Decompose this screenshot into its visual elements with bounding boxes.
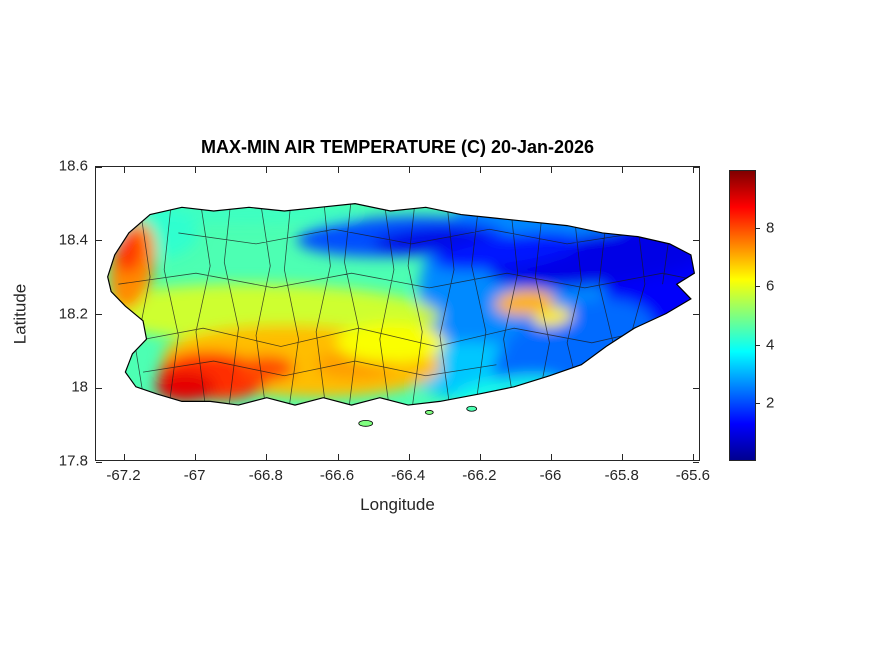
tick-mark — [96, 314, 102, 315]
tick-mark — [96, 461, 102, 463]
islet — [424, 410, 434, 415]
y-tick-label: 18.6 — [58, 157, 88, 175]
tick-mark — [408, 167, 410, 173]
x-tick-label: -66 — [539, 467, 562, 484]
tick-mark — [266, 454, 268, 460]
tick-mark — [693, 387, 699, 389]
puerto-rico-heatmap — [96, 167, 699, 460]
x-axis-tick-labels: -67.2 -67 -66.8 -66.6 -66.4 -66.2 -66 -65.8 -65.… — [95, 467, 710, 487]
tick-mark — [693, 454, 695, 460]
colorbar-tick-mark — [756, 344, 760, 346]
x-tick-label: -66.4 — [391, 467, 426, 484]
tick-mark — [123, 167, 125, 173]
tick-mark — [693, 461, 699, 463]
tick-mark — [622, 167, 624, 173]
tick-mark — [479, 454, 481, 460]
colorbar-tick-mark — [756, 286, 760, 288]
tick-mark — [195, 167, 197, 173]
colorbar-tick-label: 6 — [766, 277, 775, 295]
colorbar-tick-label: 2 — [766, 394, 775, 412]
y-axis-tick-labels: 17.8 18 18.2 18.4 18.6 — [0, 158, 88, 470]
colorbar-tick-mark — [756, 402, 760, 404]
x-tick-label: -66.8 — [248, 467, 283, 484]
tick-mark — [551, 454, 553, 460]
colorbar-tick-label: 4 — [766, 336, 775, 354]
x-axis-label: Longitude — [360, 495, 435, 514]
x-tick-label: -67 — [183, 467, 206, 484]
plot-title: MAX-MIN AIR TEMPERATURE (C) 20-Jan-2026 — [200, 137, 595, 157]
islet — [358, 419, 374, 427]
colorbar-tick-mark — [756, 228, 760, 230]
tick-mark — [96, 166, 102, 168]
tick-mark — [693, 314, 699, 315]
tick-mark — [123, 454, 125, 460]
map-svg — [107, 203, 696, 427]
tick-mark — [622, 454, 624, 460]
y-tick-label: 17.8 — [58, 452, 88, 470]
y-tick-label: 18.2 — [58, 305, 88, 322]
colorbar-tick-labels: 2 4 6 8 — [756, 170, 796, 461]
tick-mark — [96, 387, 102, 389]
municipality-boundaries — [118, 203, 695, 406]
tick-mark — [96, 240, 102, 242]
tick-mark — [693, 240, 699, 242]
colorbar-tick-label: 8 — [766, 219, 775, 237]
tick-mark — [551, 167, 553, 173]
colorbar-gradient — [729, 170, 756, 461]
x-tick-label: -67.2 — [106, 467, 141, 484]
plot-area — [95, 166, 700, 463]
y-tick-label: 18.4 — [58, 231, 88, 249]
islet — [466, 405, 478, 412]
x-tick-label: -66.6 — [319, 467, 355, 484]
tick-mark — [195, 454, 197, 460]
tick-mark — [266, 167, 268, 173]
tick-mark — [693, 167, 695, 173]
tick-mark — [337, 167, 339, 173]
x-tick-label: -65.8 — [604, 467, 639, 484]
tick-mark — [337, 454, 339, 460]
x-tick-label: -65.6 — [675, 467, 710, 484]
tick-mark — [693, 166, 699, 168]
x-tick-label: -66.2 — [462, 467, 497, 484]
tick-mark — [408, 454, 410, 460]
y-tick-label: 18 — [71, 378, 88, 396]
tick-mark — [479, 167, 481, 173]
island-outline — [107, 203, 696, 406]
